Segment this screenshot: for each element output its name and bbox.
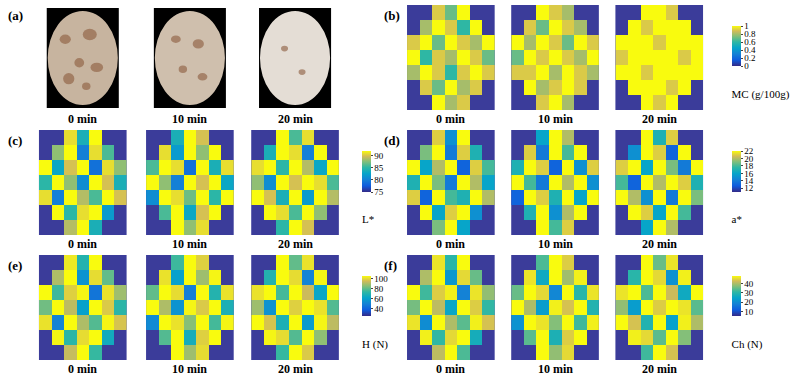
svg-text:(e): (e) xyxy=(8,258,22,273)
svg-text:(d): (d) xyxy=(384,133,400,148)
svg-text:10 min: 10 min xyxy=(172,362,207,376)
svg-text:0: 0 xyxy=(744,61,749,71)
svg-text:20 min: 20 min xyxy=(278,237,313,251)
svg-text:(b): (b) xyxy=(384,8,400,23)
svg-text:MC (g/100g): MC (g/100g) xyxy=(732,88,790,101)
svg-text:0.2: 0.2 xyxy=(744,53,755,63)
svg-text:40: 40 xyxy=(744,279,754,289)
svg-text:Ch (N): Ch (N) xyxy=(732,338,763,351)
svg-text:(a): (a) xyxy=(8,8,23,23)
svg-text:16: 16 xyxy=(744,169,754,179)
svg-text:80: 80 xyxy=(374,284,384,294)
svg-text:20: 20 xyxy=(744,297,754,307)
svg-text:10 min: 10 min xyxy=(538,362,573,376)
svg-text:75: 75 xyxy=(374,187,384,197)
svg-text:a*: a* xyxy=(732,213,742,225)
svg-text:0 min: 0 min xyxy=(68,112,97,126)
svg-text:0 min: 0 min xyxy=(436,362,465,376)
svg-text:0 min: 0 min xyxy=(68,237,97,251)
svg-text:(c): (c) xyxy=(8,133,22,148)
svg-text:14: 14 xyxy=(744,176,754,186)
svg-text:1: 1 xyxy=(744,21,749,31)
svg-text:10 min: 10 min xyxy=(172,237,207,251)
svg-text:0.8: 0.8 xyxy=(744,29,756,39)
svg-text:100: 100 xyxy=(374,274,388,284)
svg-text:(f): (f) xyxy=(384,258,397,273)
svg-text:10 min: 10 min xyxy=(538,237,573,251)
svg-text:20 min: 20 min xyxy=(642,237,677,251)
svg-text:L*: L* xyxy=(362,213,374,225)
svg-text:0 min: 0 min xyxy=(436,237,465,251)
svg-text:0.4: 0.4 xyxy=(744,45,756,55)
svg-text:85: 85 xyxy=(374,163,384,173)
svg-text:40: 40 xyxy=(374,304,384,314)
svg-text:0.6: 0.6 xyxy=(744,37,756,47)
svg-text:80: 80 xyxy=(374,175,384,185)
svg-text:H (N): H (N) xyxy=(362,338,388,351)
svg-text:30: 30 xyxy=(744,288,754,298)
svg-text:22: 22 xyxy=(744,146,753,156)
svg-text:10: 10 xyxy=(744,307,754,317)
svg-text:0 min: 0 min xyxy=(68,362,97,376)
svg-text:0 min: 0 min xyxy=(436,112,465,126)
svg-text:10 min: 10 min xyxy=(172,112,207,126)
svg-text:60: 60 xyxy=(374,294,384,304)
svg-text:20 min: 20 min xyxy=(642,112,677,126)
svg-text:10 min: 10 min xyxy=(538,112,573,126)
svg-text:90: 90 xyxy=(374,151,384,161)
svg-text:20 min: 20 min xyxy=(278,112,313,126)
svg-text:20: 20 xyxy=(744,154,754,164)
svg-text:18: 18 xyxy=(744,161,754,171)
svg-text:20 min: 20 min xyxy=(278,362,313,376)
svg-text:20 min: 20 min xyxy=(642,362,677,376)
svg-text:12: 12 xyxy=(744,183,753,193)
